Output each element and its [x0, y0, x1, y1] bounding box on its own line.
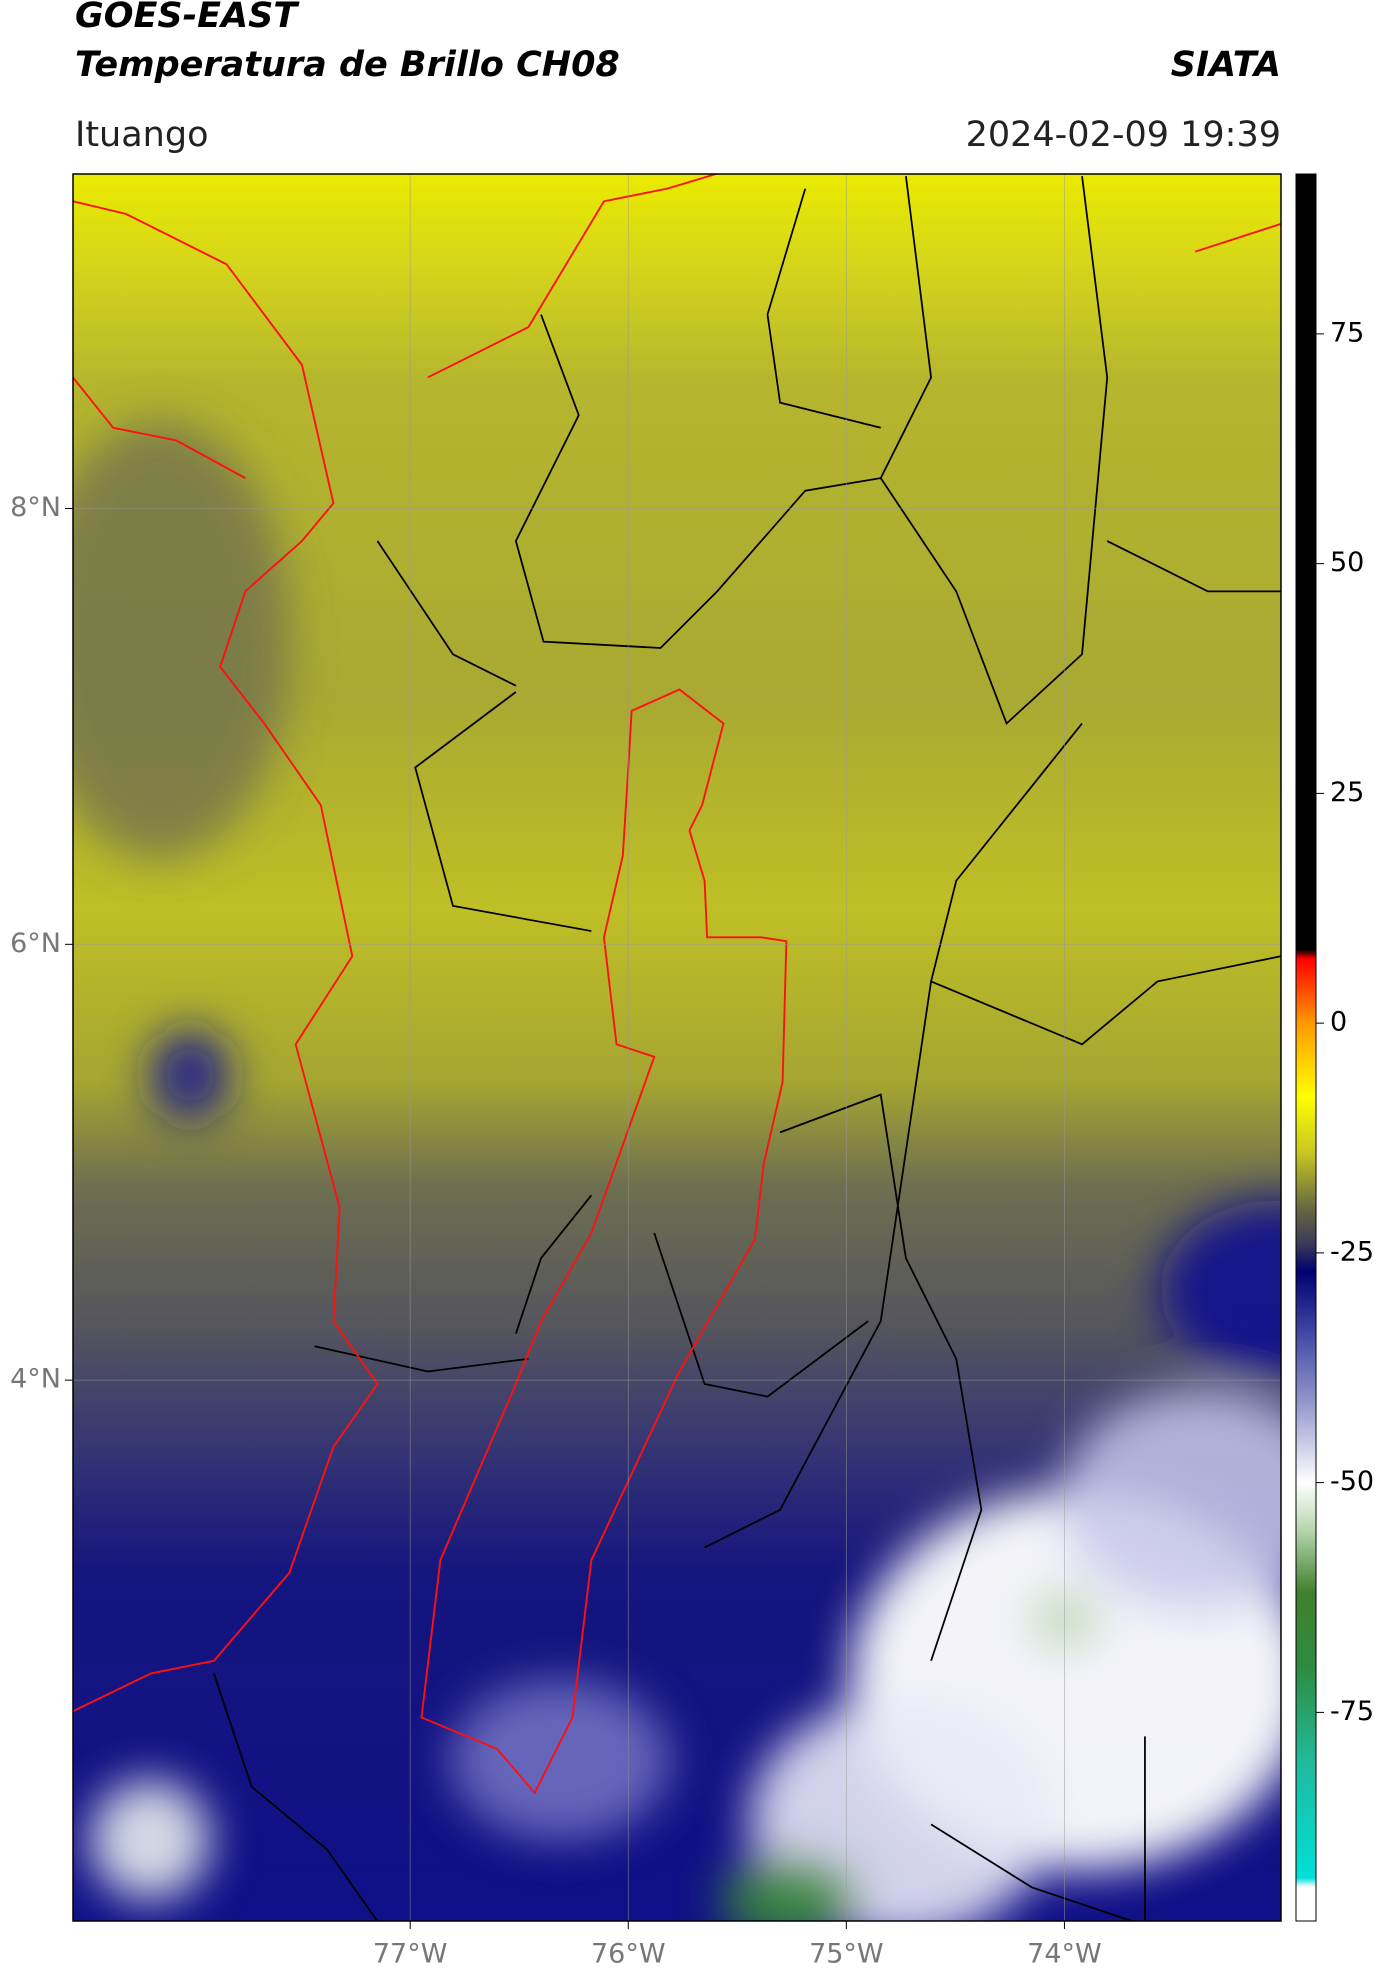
y-tick-label: 8°N	[10, 492, 61, 523]
y-tick-label: 4°N	[10, 1364, 61, 1395]
x-tick-label: 77°W	[373, 1939, 448, 1970]
subtitle: Temperatura de Brillo CH08	[75, 45, 620, 85]
title: GOES-EAST	[75, 0, 300, 36]
graticule	[73, 174, 1281, 1921]
map-frame	[72, 173, 1282, 1922]
location: Ituango	[75, 115, 209, 155]
x-tick-label: 75°W	[809, 1939, 884, 1970]
colorbar-tick-label: 0	[1330, 1007, 1347, 1038]
map-field	[73, 174, 1281, 1921]
cloud-features	[73, 420, 1281, 1921]
colorbar-tick-label: 25	[1330, 777, 1364, 808]
boundaries	[73, 174, 1281, 1921]
colorbar-tick-label: 75	[1330, 317, 1364, 348]
colorbar-tick-label: -50	[1330, 1466, 1374, 1497]
colorbar-tick-label: 50	[1330, 547, 1364, 578]
x-tick-label: 74°W	[1027, 1939, 1102, 1970]
colorbar-tick-label: -75	[1330, 1696, 1374, 1727]
source: SIATA	[1171, 45, 1281, 85]
x-tick-label: 76°W	[591, 1939, 666, 1970]
colorbar-tick-label: -25	[1330, 1236, 1374, 1267]
y-tick-label: 6°N	[10, 928, 61, 959]
colorbar	[1295, 173, 1317, 1922]
datetime: 2024-02-09 19:39	[966, 115, 1281, 155]
